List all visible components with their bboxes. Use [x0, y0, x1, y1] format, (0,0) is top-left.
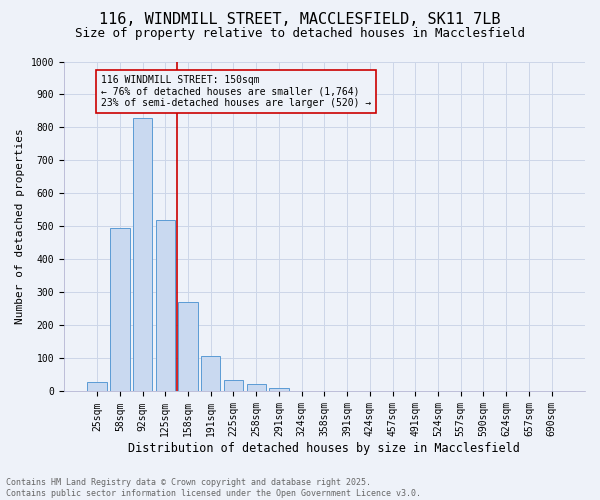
Text: Contains HM Land Registry data © Crown copyright and database right 2025.
Contai: Contains HM Land Registry data © Crown c…: [6, 478, 421, 498]
Bar: [178, 302, 197, 392]
Bar: [201, 356, 220, 392]
Bar: [110, 228, 130, 392]
X-axis label: Distribution of detached houses by size in Macclesfield: Distribution of detached houses by size …: [128, 442, 520, 455]
Text: 116 WINDMILL STREET: 150sqm
← 76% of detached houses are smaller (1,764)
23% of : 116 WINDMILL STREET: 150sqm ← 76% of det…: [101, 74, 371, 108]
Bar: [133, 118, 152, 392]
Bar: [224, 380, 243, 392]
Bar: [269, 388, 289, 392]
Y-axis label: Number of detached properties: Number of detached properties: [15, 128, 25, 324]
Bar: [247, 384, 266, 392]
Text: Size of property relative to detached houses in Macclesfield: Size of property relative to detached ho…: [75, 28, 525, 40]
Bar: [155, 220, 175, 392]
Text: 116, WINDMILL STREET, MACCLESFIELD, SK11 7LB: 116, WINDMILL STREET, MACCLESFIELD, SK11…: [99, 12, 501, 28]
Bar: [88, 382, 107, 392]
